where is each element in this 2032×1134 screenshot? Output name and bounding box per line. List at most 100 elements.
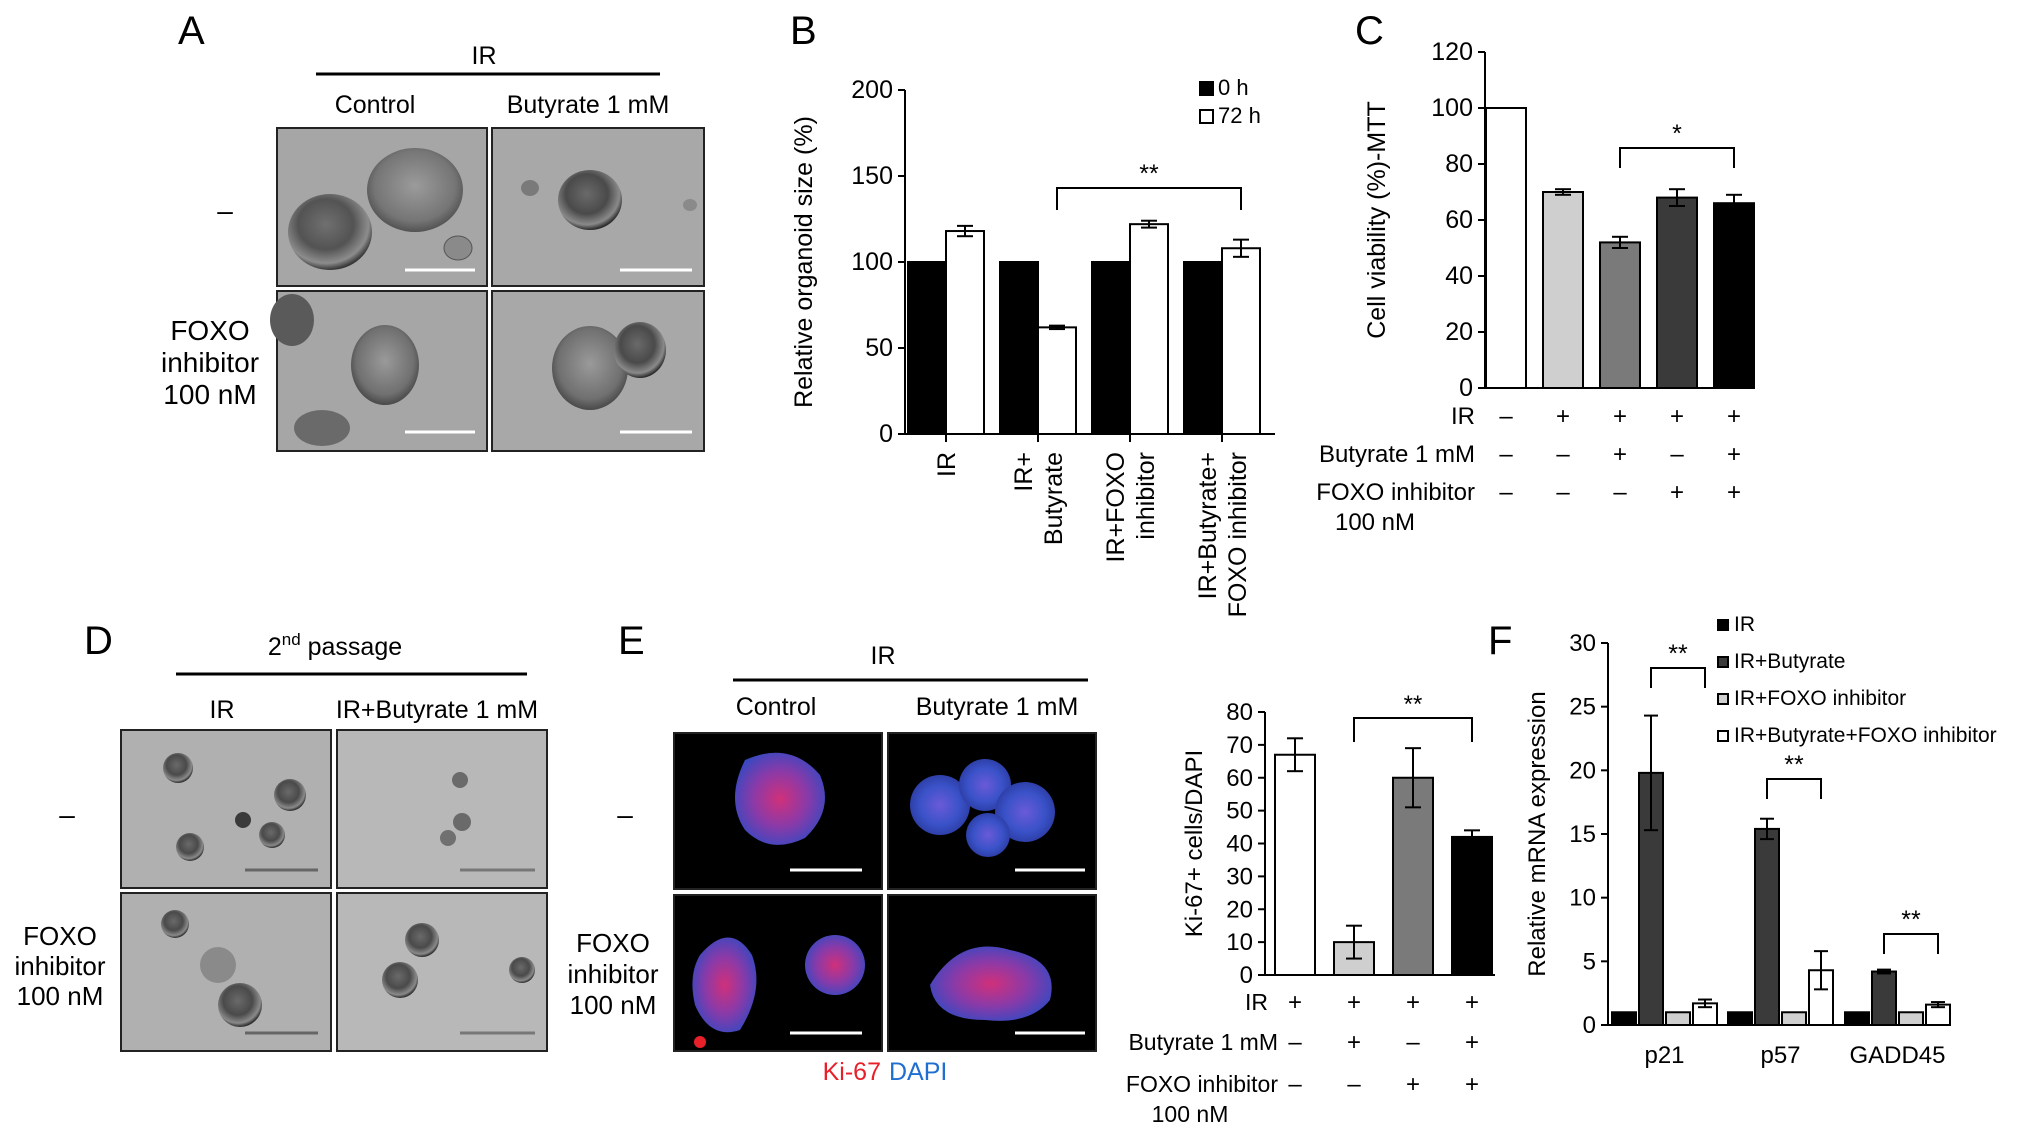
treatment-mark: – <box>1406 1029 1420 1056</box>
y-tick-label: 80 <box>1445 150 1473 178</box>
y-axis-title: Relative organoid size (%) <box>790 116 818 408</box>
panel-e-group-label: IR <box>871 642 896 670</box>
panel-e-col-control: Control <box>736 693 817 721</box>
bar <box>1611 1011 1637 1026</box>
treatment-mark: – <box>1347 1071 1361 1098</box>
bar <box>1451 835 1493 976</box>
significance-label: ** <box>1404 691 1423 718</box>
bar <box>999 261 1039 435</box>
panel-a-group-label: IR <box>472 42 497 70</box>
panel-d-col-ir-butyrate: IR+Butyrate 1 mM <box>336 696 538 724</box>
panel-a-col-butyrate: Butyrate 1 mM <box>507 91 670 119</box>
bar <box>1599 241 1641 389</box>
y-tick-label: 0 <box>1240 962 1253 989</box>
panel-d-group-sup: nd <box>282 630 301 649</box>
significance-bracket <box>1883 933 1939 954</box>
treatment-label: IR <box>1451 403 1475 430</box>
bar <box>1754 827 1780 1027</box>
y-axis-title: Cell viability (%)-MTT <box>1363 101 1391 339</box>
treatment-mark: + <box>1406 989 1420 1016</box>
panel-a: A IR Control Butyrate 1 mM – FOXO inhibi… <box>161 9 705 452</box>
panel-a-image-butyrate-foxo <box>491 290 705 452</box>
panel-e-row-foxo-3: 100 nM <box>570 990 657 1020</box>
panel-e-row-foxo-1: FOXO <box>576 928 650 958</box>
treatment-label: FOXO inhibitor <box>1316 479 1475 506</box>
bar <box>1781 1011 1807 1026</box>
treatment-label: Butyrate 1 mM <box>1319 441 1475 468</box>
panel-d-image-irbut-none <box>336 729 548 889</box>
bar <box>1656 196 1698 389</box>
treatment-mark: + <box>1347 989 1361 1016</box>
legend-swatch <box>1717 619 1729 631</box>
y-axis-title: Relative mRNA expression <box>1524 691 1551 976</box>
panel-d-group-label: 2nd passage <box>268 630 402 661</box>
panel-d-row-foxo-1: FOXO <box>23 921 97 951</box>
bar <box>1183 261 1223 435</box>
x-category-label: IR+ <box>1010 452 1038 492</box>
y-tick-label: 200 <box>851 76 893 104</box>
y-tick-label: 10 <box>1226 929 1253 956</box>
bar <box>1221 247 1261 435</box>
x-category-label: FOXO inhibitor <box>1224 452 1252 617</box>
x-category-label: IR <box>933 452 961 477</box>
treatment-mark: + <box>1727 479 1741 506</box>
panel-d-image-ir-none <box>120 729 332 889</box>
x-category-label: inhibitor <box>1132 452 1160 540</box>
bar <box>1274 753 1316 976</box>
panel-e-image-control-foxo <box>673 894 883 1052</box>
panel-e-row-none: – <box>617 799 633 830</box>
x-category-label: IR+Butyrate+ <box>1194 452 1222 599</box>
bar <box>907 261 947 435</box>
treatment-mark: + <box>1613 403 1627 430</box>
y-tick-label: 10 <box>1569 885 1596 912</box>
x-category-label: Butyrate <box>1040 452 1068 545</box>
x-category-label: p57 <box>1760 1042 1800 1069</box>
x-category-label: p21 <box>1644 1042 1684 1069</box>
chart-c: C 0 20 40 60 80 100 120 Cell viability (%)-MTT IR… <box>1316 9 1755 536</box>
bar <box>1665 1011 1691 1026</box>
x-category-label: GADD45 <box>1849 1042 1945 1069</box>
y-tick-label: 40 <box>1226 831 1253 858</box>
treatment-mark: + <box>1670 403 1684 430</box>
treatment-mark: + <box>1288 989 1302 1016</box>
chart-e: 0 10 20 30 40 50 60 70 80 Ki-67+ cells/DAPI IR + + + +… <box>1126 691 1495 1127</box>
legend-swatch <box>1717 656 1729 668</box>
treatment-mark: + <box>1613 441 1627 468</box>
legend-label: IR+FOXO inhibitor <box>1734 687 1906 710</box>
treatment-mark: + <box>1727 441 1741 468</box>
treatment-label: FOXO inhibitor <box>1126 1071 1278 1097</box>
y-tick-label: 30 <box>1226 863 1253 890</box>
significance-label: ** <box>1139 160 1159 188</box>
panel-d-group-base: 2 <box>268 633 282 661</box>
treatment-mark: – <box>1288 1071 1302 1098</box>
panel-d: D 2nd passage IR IR+Butyrate 1 mM – FOXO… <box>14 619 548 1052</box>
stain-dapi-label: DAPI <box>889 1058 947 1086</box>
panel-e-image-butyrate-foxo <box>887 894 1097 1052</box>
bar <box>1727 1011 1753 1026</box>
legend-label: 72 h <box>1218 103 1261 128</box>
panel-letter-e: E <box>618 619 645 663</box>
panel-d-image-irbut-foxo <box>336 892 548 1052</box>
chart-f: F 0 5 10 15 20 25 30 Relative mRNA expression p21… <box>1488 613 1997 1069</box>
panel-e-row-foxo-2: inhibitor <box>567 959 658 989</box>
panel-d-group-rest: passage <box>301 633 402 661</box>
legend-label: 0 h <box>1218 75 1249 100</box>
panel-a-row-foxo-1: FOXO <box>170 315 249 346</box>
y-tick-label: 0 <box>1459 374 1473 402</box>
panel-e-stain-legend: Ki-67 DAPI <box>823 1058 948 1086</box>
x-category-label: IR+FOXO <box>1102 452 1130 562</box>
treatment-mark: – <box>1499 479 1513 506</box>
panel-letter-c: C <box>1355 9 1384 53</box>
legend-swatch <box>1717 693 1729 705</box>
legend-swatch <box>1199 109 1214 124</box>
panel-letter-a: A <box>178 9 205 53</box>
treatment-mark: – <box>1499 441 1513 468</box>
y-tick-label: 120 <box>1431 38 1473 66</box>
significance-bracket <box>1619 147 1735 168</box>
y-tick-label: 20 <box>1445 318 1473 346</box>
panel-e-col-butyrate: Butyrate 1 mM <box>916 693 1079 721</box>
legend-label: IR+Butyrate+FOXO inhibitor <box>1734 724 1997 747</box>
significance-label: * <box>1672 120 1682 148</box>
y-tick-label: 0 <box>1583 1012 1596 1039</box>
